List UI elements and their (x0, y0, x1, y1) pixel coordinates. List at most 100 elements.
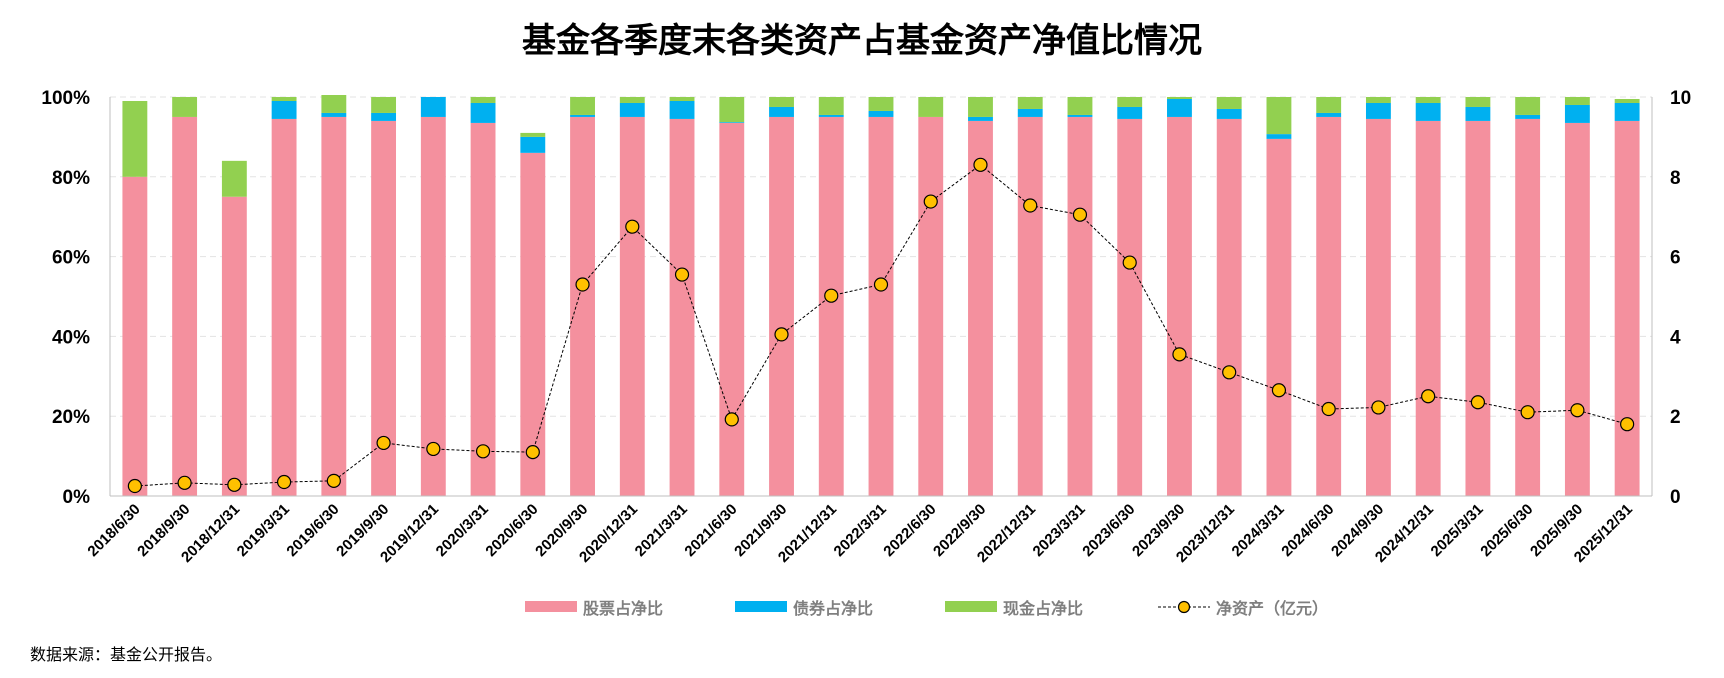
legend-swatch (525, 601, 577, 612)
bar-segment-1 (1415, 120, 1441, 496)
net-asset-point (1371, 400, 1386, 415)
source-note: 数据来源：基金公开报告。 (30, 645, 222, 664)
net-asset-point (1271, 383, 1287, 398)
y-tick-right: 8 (1670, 168, 1681, 189)
bar-segment-3 (669, 97, 695, 101)
net-asset-point (1520, 405, 1535, 420)
net-asset-point (824, 288, 839, 303)
net-asset-point (1421, 389, 1436, 404)
x-tick: 2022/6/30 (880, 501, 939, 560)
bar-segment-2 (470, 102, 496, 123)
y-axis-left-ticks: 0% 20% 40% 60% 80% 100% (41, 88, 90, 508)
legend: 股票占净比 债券占净比 现金占净比 净资产（亿元） (525, 599, 1328, 618)
net-asset-point (376, 435, 391, 451)
bar-segment-3 (470, 97, 496, 103)
bar-segment-3 (1316, 97, 1342, 113)
bar-segment-1 (1465, 120, 1491, 496)
net-asset-point (525, 445, 540, 460)
legend-label: 现金占净比 (1003, 599, 1083, 618)
bar-segment-1 (420, 116, 446, 496)
net-asset-point (575, 277, 590, 292)
bar-segment-3 (221, 160, 247, 197)
bar-segment-3 (1067, 97, 1093, 115)
bar-segment-1 (1266, 138, 1292, 496)
x-tick: 2024/6/30 (1278, 501, 1337, 560)
bar-segment-2 (1266, 134, 1292, 139)
net-asset-point (1570, 403, 1585, 418)
bar-segment-1 (1564, 122, 1590, 496)
bar-segment-2 (1415, 102, 1441, 121)
bar-segment-3 (570, 97, 595, 115)
bar-segment-3 (321, 95, 347, 113)
bar-segment-3 (1266, 97, 1292, 135)
y-tick-left: 40% (52, 327, 90, 348)
bar-segment-2 (719, 122, 745, 123)
net-asset-point (774, 327, 789, 342)
legend-swatch (945, 601, 997, 612)
bar-segment-1 (968, 120, 993, 496)
bar-segment-2 (1017, 108, 1043, 117)
net-asset-point (625, 219, 640, 234)
bar-segment-2 (321, 112, 347, 117)
bars (122, 95, 1640, 497)
x-tick: 2023/6/30 (1079, 501, 1138, 560)
net-asset-point (426, 441, 441, 457)
net-asset-point (276, 474, 292, 490)
bar-segment-2 (271, 100, 297, 119)
bar-segment-3 (122, 100, 148, 177)
legend-label: 债券占净比 (793, 599, 873, 618)
bar-segment-1 (1117, 118, 1143, 496)
bar-segment-1 (172, 116, 198, 496)
chart-title: 基金各季度末各类资产占基金资产净值比情况 (522, 21, 1202, 61)
bar-segment-2 (769, 106, 794, 117)
x-tick: 2024/3/31 (1229, 501, 1288, 560)
bar-segment-3 (619, 97, 645, 103)
bar-segment-2 (818, 114, 844, 117)
net-asset-point (1072, 207, 1088, 222)
y-tick-left: 20% (52, 407, 90, 428)
x-tick: 2021/3/31 (632, 501, 691, 560)
bar-segment-2 (1167, 98, 1192, 117)
bar-segment-1 (221, 196, 247, 496)
bar-segment-2 (1465, 106, 1491, 121)
y-tick-right: 10 (1670, 88, 1691, 109)
x-tick: 2025/3/31 (1428, 501, 1487, 560)
y-axis-right-ticks: 0 2 4 6 8 10 (1670, 88, 1691, 508)
x-tick: 2018/6/30 (84, 501, 143, 560)
bar-segment-1 (1167, 116, 1192, 496)
net-asset-point (177, 475, 192, 490)
bar-segment-2 (371, 112, 397, 121)
bar-segment-3 (1465, 97, 1491, 107)
bar-segment-2 (1067, 114, 1093, 117)
legend-label: 净资产（亿元） (1216, 599, 1328, 618)
bar-segment-2 (669, 100, 695, 119)
net-asset-point (724, 412, 739, 427)
net-asset-point (1122, 255, 1137, 270)
bar-segment-1 (321, 116, 347, 496)
bar-segment-3 (1117, 97, 1143, 107)
net-asset-line (127, 157, 1635, 494)
x-tick: 2019/3/31 (234, 501, 293, 560)
y-tick-right: 2 (1670, 407, 1681, 428)
bar-segment-2 (1564, 104, 1590, 123)
x-tick: 2022/3/31 (831, 501, 890, 560)
bar-segment-2 (1614, 102, 1640, 121)
net-asset-point (923, 194, 938, 209)
bar-segment-3 (1564, 97, 1590, 105)
bar-segment-1 (719, 122, 745, 496)
bar-segment-1 (1067, 116, 1093, 496)
bar-segment-3 (818, 97, 844, 115)
bar-segment-2 (520, 136, 546, 153)
bar-segment-3 (1415, 97, 1441, 103)
x-tick: 2023/3/31 (1030, 501, 1089, 560)
bar-segment-1 (371, 120, 397, 496)
bar-segment-3 (1365, 97, 1391, 103)
bar-segment-1 (918, 116, 944, 496)
bar-segment-3 (1017, 97, 1043, 109)
bar-segment-3 (918, 97, 944, 117)
bar-segment-3 (520, 132, 546, 137)
net-asset-point (1470, 395, 1486, 410)
y-tick-right: 4 (1670, 327, 1681, 348)
net-asset-point (475, 444, 491, 459)
